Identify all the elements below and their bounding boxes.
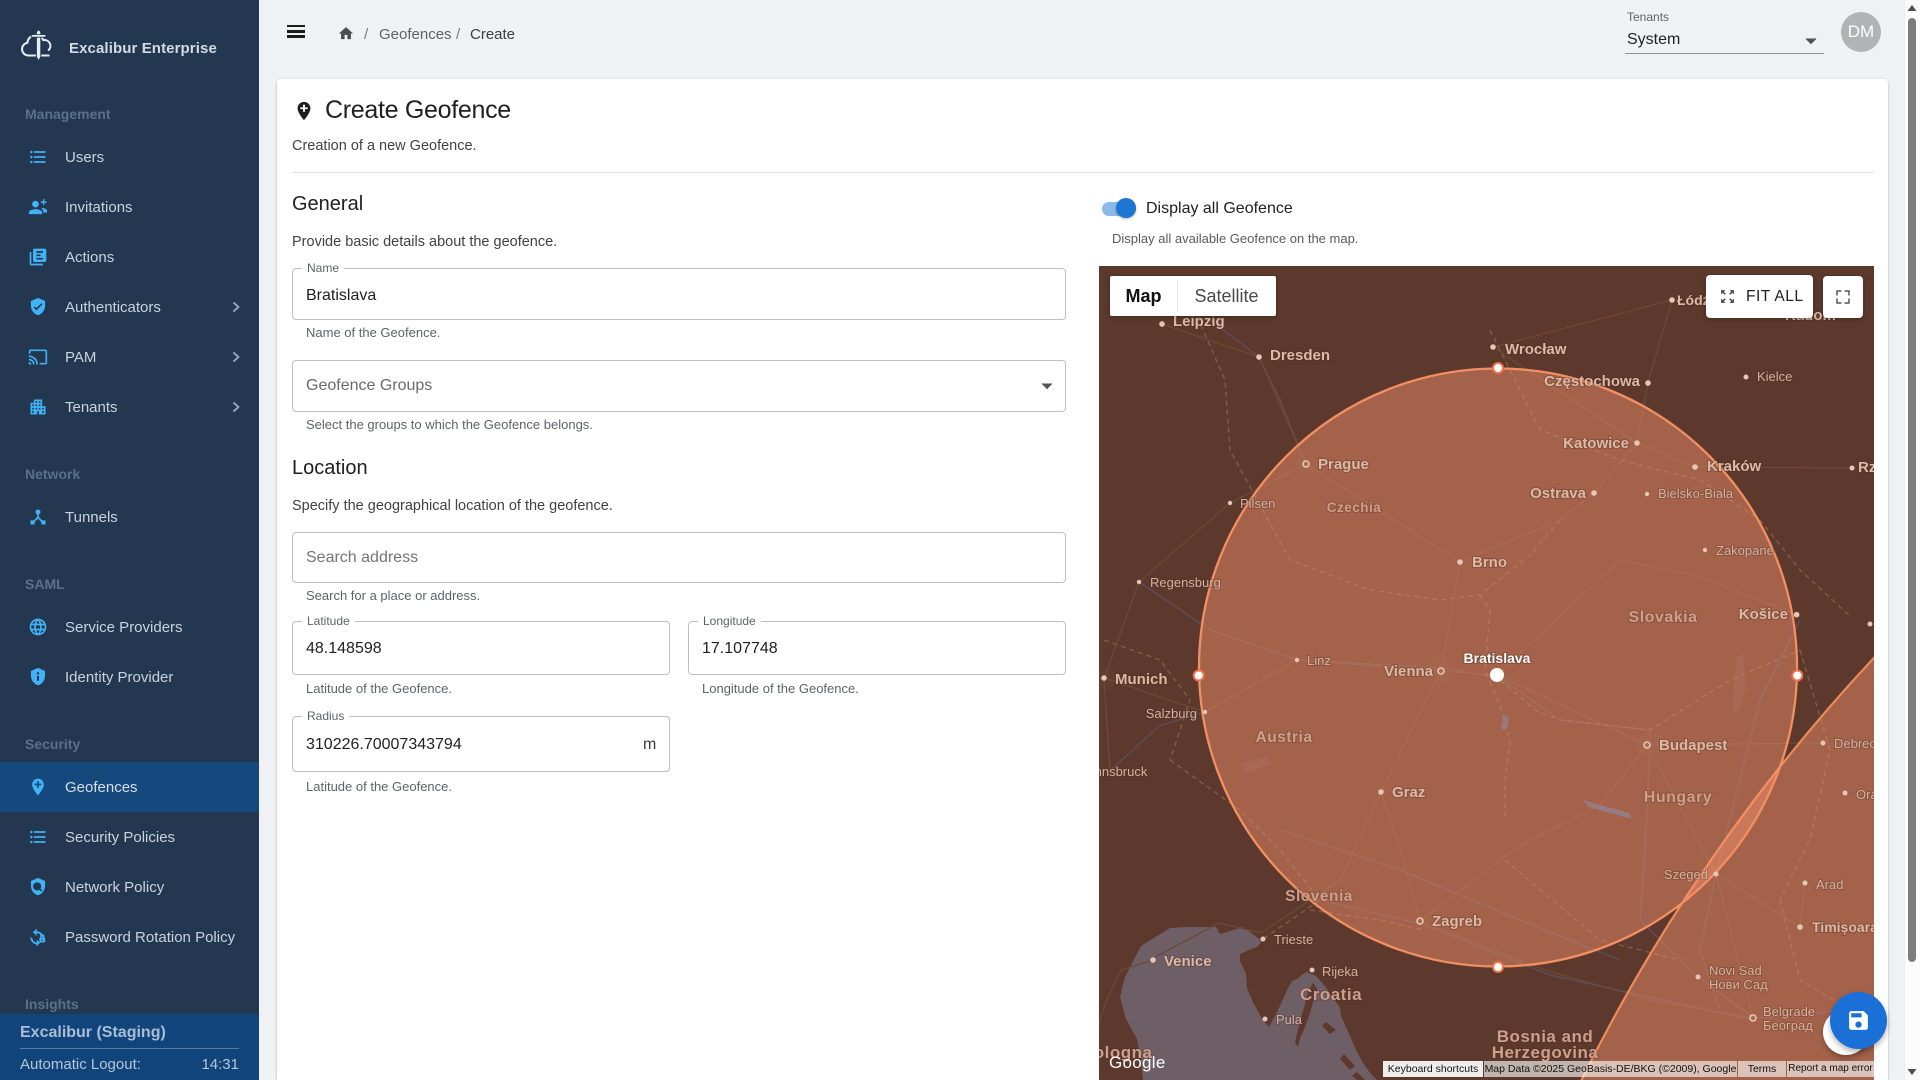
svg-text:Czechia: Czechia <box>1327 500 1382 515</box>
svg-text:Venice: Venice <box>1164 953 1212 970</box>
svg-text:Zakopane: Zakopane <box>1716 543 1774 558</box>
svg-text:Pula: Pula <box>1276 1012 1303 1027</box>
svg-text:Innsbruck: Innsbruck <box>1099 764 1148 779</box>
svg-text:Pilsen: Pilsen <box>1240 496 1275 511</box>
svg-text:Bielsko-Biala: Bielsko-Biala <box>1658 486 1734 501</box>
svg-text:Bratislava: Bratislava <box>1464 650 1531 666</box>
svg-text:Szeged: Szeged <box>1664 867 1708 882</box>
svg-text:Novi Sad: Novi Sad <box>1709 963 1762 978</box>
svg-text:Brno: Brno <box>1472 554 1507 571</box>
svg-text:Slovenia: Slovenia <box>1285 888 1353 905</box>
svg-text:Regensburg: Regensburg <box>1150 575 1221 590</box>
svg-text:Graz: Graz <box>1392 784 1425 801</box>
svg-text:Kraków: Kraków <box>1707 458 1762 475</box>
svg-text:Wrocław: Wrocław <box>1505 341 1567 358</box>
svg-text:Kielce: Kielce <box>1757 369 1792 384</box>
svg-text:Salzburg: Salzburg <box>1146 706 1197 721</box>
svg-text:Zagreb: Zagreb <box>1432 913 1482 930</box>
svg-text:Częstochowa: Częstochowa <box>1544 373 1641 390</box>
svg-text:Нови Сад: Нови Сад <box>1709 977 1768 992</box>
svg-text:Munich: Munich <box>1115 671 1168 688</box>
svg-text:Belgrade: Belgrade <box>1763 1004 1815 1019</box>
svg-text:Košice: Košice <box>1739 606 1788 623</box>
svg-text:Croatia: Croatia <box>1300 985 1362 1004</box>
svg-text:Oradea: Oradea <box>1856 787 1874 802</box>
svg-text:Prague: Prague <box>1318 456 1369 473</box>
svg-text:Arad: Arad <box>1816 877 1843 892</box>
svg-text:Rzeszów: Rzeszów <box>1858 459 1874 476</box>
svg-text:Bosnia and: Bosnia and <box>1497 1027 1594 1046</box>
svg-text:Katowice: Katowice <box>1563 435 1629 452</box>
svg-text:Timișoara: Timișoara <box>1812 919 1874 935</box>
svg-text:Београд: Београд <box>1763 1018 1813 1033</box>
svg-text:Herzegovina: Herzegovina <box>1492 1043 1599 1062</box>
svg-text:Leipzig: Leipzig <box>1173 313 1225 330</box>
svg-text:Bologna: Bologna <box>1099 1043 1153 1062</box>
svg-text:Linz: Linz <box>1307 653 1331 668</box>
svg-text:Ostrava: Ostrava <box>1530 485 1587 502</box>
svg-text:Trieste: Trieste <box>1274 932 1313 947</box>
svg-text:Vienna: Vienna <box>1384 663 1434 680</box>
svg-text:Rijeka: Rijeka <box>1322 964 1359 979</box>
svg-text:Budapest: Budapest <box>1659 737 1727 754</box>
svg-text:Austria: Austria <box>1256 729 1313 746</box>
svg-text:Debrecen: Debrecen <box>1834 736 1874 751</box>
svg-text:Hungary: Hungary <box>1644 789 1712 806</box>
svg-text:Dresden: Dresden <box>1270 347 1330 364</box>
svg-text:Łódź: Łódź <box>1677 292 1710 308</box>
svg-text:Slovakia: Slovakia <box>1629 609 1698 626</box>
